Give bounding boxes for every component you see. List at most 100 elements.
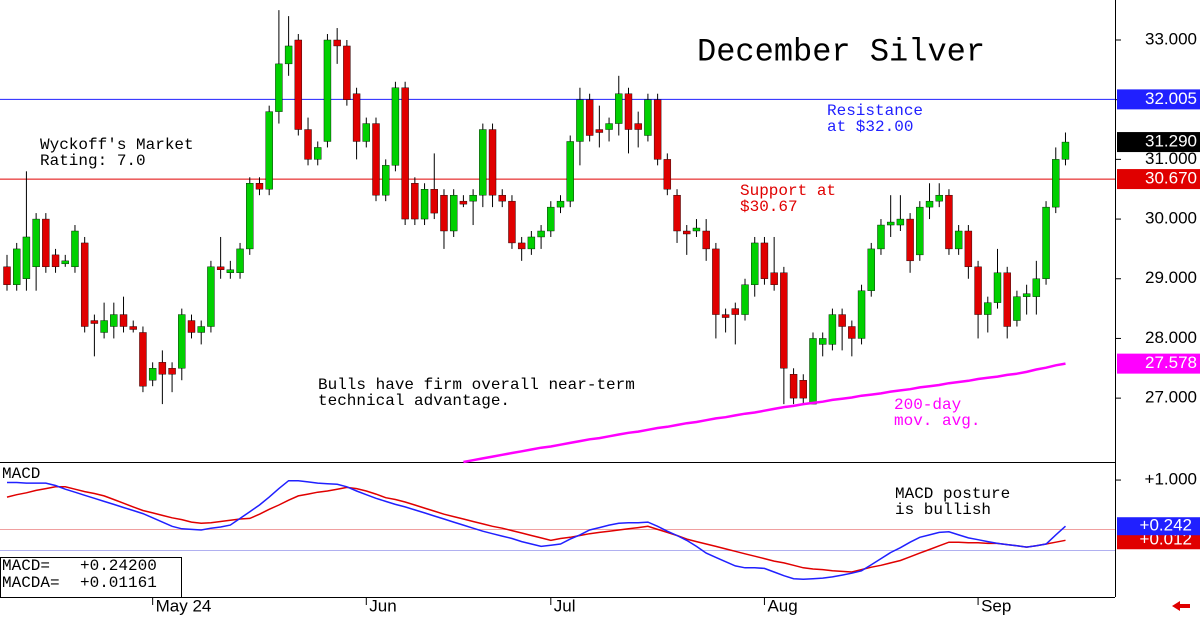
x-tick-label: May 24: [156, 596, 212, 615]
candle-body: [90, 320, 99, 324]
last-price-label: 31.290: [1145, 132, 1197, 151]
candle-body: [362, 123, 370, 142]
candle-body: [236, 248, 244, 273]
candle-body: [653, 99, 662, 160]
candle-body: [731, 308, 740, 315]
candle-body: [1032, 278, 1041, 297]
candle-body: [770, 272, 778, 285]
y-tick-label: 30.000: [1145, 209, 1197, 228]
annotation: MACD posture: [895, 485, 1010, 503]
candle-body: [22, 236, 31, 279]
candle-body: [537, 230, 545, 238]
candle-body: [916, 206, 924, 256]
candle-body: [275, 63, 283, 112]
candle-body: [1013, 296, 1021, 321]
candle-body: [683, 230, 691, 235]
candle-body: [314, 147, 322, 160]
candle-body: [323, 39, 332, 142]
candle-body: [605, 123, 613, 130]
macd-line: [7, 479, 1067, 581]
x-tick-label: Aug: [767, 596, 797, 615]
candle-body: [692, 227, 701, 232]
readout-value: +0.01161: [80, 574, 157, 592]
value-label-box: [1117, 517, 1200, 536]
candle-body: [634, 123, 642, 130]
candle-body: [469, 194, 477, 202]
candle-body: [886, 221, 895, 226]
candle-body: [51, 254, 60, 268]
level-label: 30.670: [1145, 169, 1197, 188]
candle-body: [372, 123, 380, 196]
candle-body: [925, 200, 934, 208]
y-tick-label: +1.000: [1145, 470, 1197, 489]
candle-body: [615, 93, 623, 124]
candle-body: [954, 230, 963, 250]
candle-body: [867, 248, 875, 291]
annotation: Bulls have firm overall near-term: [318, 376, 635, 394]
candle-body: [42, 218, 50, 268]
candle-body: [13, 248, 21, 285]
annotation: is bullish: [895, 501, 991, 519]
annotation: technical advantage.: [318, 392, 510, 410]
candle-body: [284, 45, 293, 65]
candle-body: [663, 159, 672, 190]
candle-body: [809, 338, 817, 405]
value-label-box: [1117, 531, 1200, 550]
candle-body: [751, 242, 759, 285]
candle-body: [828, 314, 837, 345]
level-label: 32.005: [1145, 89, 1197, 108]
candle-body: [673, 194, 681, 232]
candle-body: [595, 129, 604, 133]
candle-body: [799, 380, 807, 399]
candle-body: [556, 200, 565, 208]
candle-body: [411, 183, 419, 220]
candle-body: [255, 183, 264, 190]
candle-body: [304, 129, 312, 160]
candle-body: [566, 141, 574, 202]
candle-body: [780, 272, 788, 369]
scroll-arrow[interactable]: [1172, 601, 1190, 611]
candle-body: [547, 206, 555, 232]
candle-body: [819, 338, 827, 345]
last-price-box: [1117, 132, 1200, 153]
candle-body: [352, 93, 361, 142]
candle-body: [129, 326, 137, 330]
candle-body: [71, 230, 79, 268]
candle-body: [333, 39, 341, 47]
candle-body: [207, 266, 215, 327]
candle-body: [576, 99, 584, 142]
candle-body: [624, 93, 633, 130]
annotation: Resistance: [827, 102, 923, 120]
y-tick-label: 33.000: [1145, 29, 1197, 48]
candle-body: [32, 218, 40, 268]
candle-body: [644, 99, 652, 136]
candle-body: [1042, 206, 1050, 279]
ma-label-box: [1117, 353, 1200, 374]
candle-body: [187, 320, 196, 333]
candle-body: [838, 314, 846, 327]
candle-body: [343, 45, 351, 100]
candle-body: [517, 242, 526, 250]
annotation: Wyckoff's Market: [40, 136, 194, 154]
y-tick-label: 27.000: [1145, 388, 1197, 407]
candle-body: [265, 111, 273, 190]
value-label: +0.242: [1140, 516, 1192, 535]
candle-body: [857, 290, 866, 339]
candle-body: [119, 314, 128, 327]
candle-body: [246, 183, 254, 250]
x-tick-label: Sep: [981, 596, 1011, 615]
candle-body: [3, 266, 11, 285]
candle-body: [789, 374, 798, 399]
candle-body: [848, 326, 856, 339]
candle-body: [712, 248, 720, 315]
candle-body: [1052, 159, 1060, 208]
candle-body: [391, 87, 400, 166]
candle-body: [741, 284, 749, 315]
candle-body: [993, 272, 1002, 303]
candle-body: [440, 194, 448, 232]
candle-body: [906, 218, 914, 262]
panel-title: MACD: [2, 465, 40, 483]
candle-body: [197, 326, 205, 333]
